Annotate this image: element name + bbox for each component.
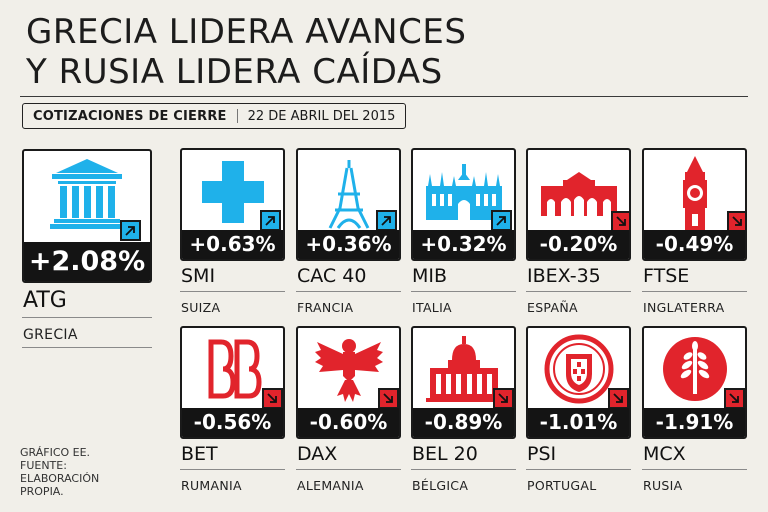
index-change: -0.60%: [298, 408, 399, 437]
subtitle-bar: COTIZACIONES DE CIERRE 22 DE ABRIL DEL 2…: [22, 103, 407, 129]
title-line-1: GRECIA LIDERA AVANCES: [26, 12, 467, 52]
index-country: INGLATERRA: [643, 300, 725, 315]
index-change: -0.56%: [182, 408, 283, 437]
index-name: DAX: [297, 443, 338, 465]
index-name: FTSE: [643, 265, 690, 287]
german-eagle-icon: [298, 334, 399, 404]
index-change: -0.20%: [528, 230, 629, 259]
index-card-cac40: +0.36%: [296, 148, 401, 261]
up-arrow-icon: [376, 210, 397, 231]
index-rule: [526, 469, 631, 470]
index-name: PSI: [527, 443, 557, 465]
index-change: +0.32%: [413, 230, 514, 259]
index-name: SMI: [181, 265, 216, 287]
index-rule: [642, 469, 747, 470]
subtitle-label: COTIZACIONES DE CIERRE: [33, 108, 227, 124]
index-country: SUIZA: [181, 300, 221, 315]
index-rule: [526, 291, 631, 292]
up-arrow-icon: [491, 210, 512, 231]
big-ben-icon: [644, 156, 745, 230]
index-card-ibex35: -0.20%: [526, 148, 631, 261]
index-card-smi: +0.63%: [180, 148, 285, 261]
wheat-emblem-icon: [644, 334, 745, 404]
down-arrow-icon: [493, 388, 514, 409]
up-arrow-icon: [260, 210, 281, 231]
index-card-bel20: -0.89%: [411, 326, 516, 439]
index-name: BEL 20: [412, 443, 478, 465]
brussels-palace-icon: [413, 336, 514, 402]
index-change: -1.01%: [528, 408, 629, 437]
down-arrow-icon: [724, 388, 745, 409]
source-line: GRÁFICO EE.: [20, 446, 91, 459]
eiffel-tower-icon: [298, 158, 399, 230]
index-name: MIB: [412, 265, 448, 287]
index-change: +0.63%: [182, 230, 283, 259]
featured-card: +2.08%: [22, 149, 152, 283]
featured-rule-bottom: [22, 347, 152, 348]
index-card-dax: -0.60%: [296, 326, 401, 439]
index-change: +0.36%: [298, 230, 399, 259]
index-country: PORTUGAL: [527, 478, 597, 493]
milan-cathedral-icon: [413, 164, 514, 220]
featured-rule: [22, 317, 152, 318]
down-arrow-icon: [608, 388, 629, 409]
featured-index-name: ATG: [23, 288, 67, 313]
greek-temple-icon: [24, 157, 150, 231]
index-rule: [411, 291, 516, 292]
source-line: ELABORACIÓN: [20, 472, 100, 485]
subtitle-date: 22 DE ABRIL DEL 2015: [247, 108, 396, 124]
index-country: RUSIA: [643, 478, 683, 493]
index-rule: [296, 291, 401, 292]
index-country: ESPAÑA: [527, 300, 578, 315]
index-rule: [180, 291, 285, 292]
index-country: ALEMANIA: [297, 478, 364, 493]
index-card-psi: -1.01%: [526, 326, 631, 439]
index-card-bet: -0.56%: [180, 326, 285, 439]
featured-change: +2.08%: [24, 242, 150, 281]
source-note: GRÁFICO EE. FUENTE: ELABORACIÓN PROPIA.: [20, 446, 99, 498]
index-card-mcx: -1.91%: [642, 326, 747, 439]
down-arrow-icon: [727, 211, 745, 232]
index-rule: [180, 469, 285, 470]
index-change: -1.91%: [644, 408, 745, 437]
swiss-cross-icon: [182, 159, 283, 225]
index-country: RUMANIA: [181, 478, 242, 493]
up-arrow-icon: [120, 220, 141, 241]
source-line: FUENTE:: [20, 459, 67, 472]
index-country: BÉLGICA: [412, 478, 469, 493]
index-rule: [642, 291, 747, 292]
subtitle-separator: [236, 109, 238, 123]
title-line-2: Y RUSIA LIDERA CAÍDAS: [26, 52, 443, 92]
index-change: -0.49%: [644, 230, 745, 259]
index-change: -0.89%: [413, 408, 514, 437]
down-arrow-icon: [378, 388, 399, 409]
index-card-mib: +0.32%: [411, 148, 516, 261]
index-name: IBEX-35: [527, 265, 601, 287]
puerta-alcala-icon: [528, 172, 629, 216]
index-card-ftse: -0.49%: [642, 148, 747, 261]
down-arrow-icon: [262, 388, 283, 409]
index-name: MCX: [643, 443, 686, 465]
index-rule: [296, 469, 401, 470]
index-country: ITALIA: [412, 300, 452, 315]
featured-country: GRECIA: [23, 327, 78, 343]
source-line: PROPIA.: [20, 485, 64, 498]
title-divider: [20, 96, 748, 97]
index-rule: [411, 469, 516, 470]
index-name: CAC 40: [297, 265, 367, 287]
index-country: FRANCIA: [297, 300, 354, 315]
down-arrow-icon: [611, 211, 629, 232]
page-title: GRECIA LIDERA AVANCES Y RUSIA LIDERA CAÍ…: [26, 12, 466, 92]
index-name: BET: [181, 443, 218, 465]
bet-logo-icon: [182, 338, 283, 400]
portugal-shield-icon: [528, 334, 629, 404]
